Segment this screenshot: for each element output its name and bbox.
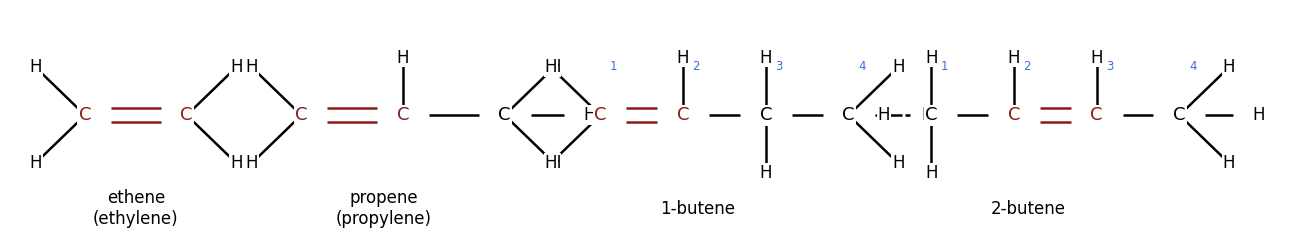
Text: 3: 3 bbox=[1106, 60, 1114, 73]
Text: 3: 3 bbox=[775, 60, 783, 73]
Text: H: H bbox=[926, 164, 937, 182]
Text: H: H bbox=[926, 48, 937, 66]
Text: 1: 1 bbox=[610, 60, 617, 73]
Text: C: C bbox=[842, 106, 855, 124]
Text: H: H bbox=[1223, 154, 1235, 172]
Text: C: C bbox=[759, 106, 772, 124]
Text: 1-butene: 1-butene bbox=[660, 200, 734, 218]
Text: 1: 1 bbox=[941, 60, 948, 73]
Text: H: H bbox=[1252, 106, 1265, 124]
Text: C: C bbox=[295, 106, 308, 124]
Text: 2: 2 bbox=[1023, 60, 1031, 73]
Text: 2: 2 bbox=[693, 60, 699, 73]
Text: H: H bbox=[246, 154, 257, 172]
Text: H: H bbox=[584, 106, 595, 124]
Text: H: H bbox=[892, 154, 905, 172]
Text: H: H bbox=[396, 48, 410, 66]
Text: propene
(propylene): propene (propylene) bbox=[337, 189, 432, 228]
Text: H: H bbox=[1223, 58, 1235, 76]
Text: ethene
(ethylene): ethene (ethylene) bbox=[94, 189, 178, 228]
Text: H: H bbox=[545, 58, 556, 76]
Text: H: H bbox=[677, 48, 689, 66]
Text: H: H bbox=[545, 154, 556, 172]
Text: H: H bbox=[29, 58, 42, 76]
Text: C: C bbox=[1173, 106, 1186, 124]
Text: H: H bbox=[892, 58, 905, 76]
Text: H: H bbox=[1091, 48, 1102, 66]
Text: C: C bbox=[1091, 106, 1102, 124]
Text: H: H bbox=[230, 154, 243, 172]
Text: H: H bbox=[759, 164, 772, 182]
Text: 4: 4 bbox=[858, 60, 866, 73]
Text: H: H bbox=[246, 58, 257, 76]
Text: H: H bbox=[759, 48, 772, 66]
Text: 2-butene: 2-butene bbox=[991, 200, 1066, 218]
Text: C: C bbox=[498, 106, 511, 124]
Text: C: C bbox=[594, 106, 607, 124]
Text: 4: 4 bbox=[1190, 60, 1196, 73]
Text: H: H bbox=[878, 106, 891, 124]
Text: H: H bbox=[922, 106, 933, 124]
Text: H: H bbox=[29, 154, 42, 172]
Text: H: H bbox=[549, 154, 560, 172]
Text: C: C bbox=[1008, 106, 1020, 124]
Text: C: C bbox=[926, 106, 937, 124]
Text: H: H bbox=[230, 58, 243, 76]
Text: H: H bbox=[549, 58, 560, 76]
Text: C: C bbox=[181, 106, 192, 124]
Text: C: C bbox=[677, 106, 689, 124]
Text: C: C bbox=[79, 106, 91, 124]
Text: C: C bbox=[396, 106, 410, 124]
Text: H: H bbox=[1008, 48, 1020, 66]
